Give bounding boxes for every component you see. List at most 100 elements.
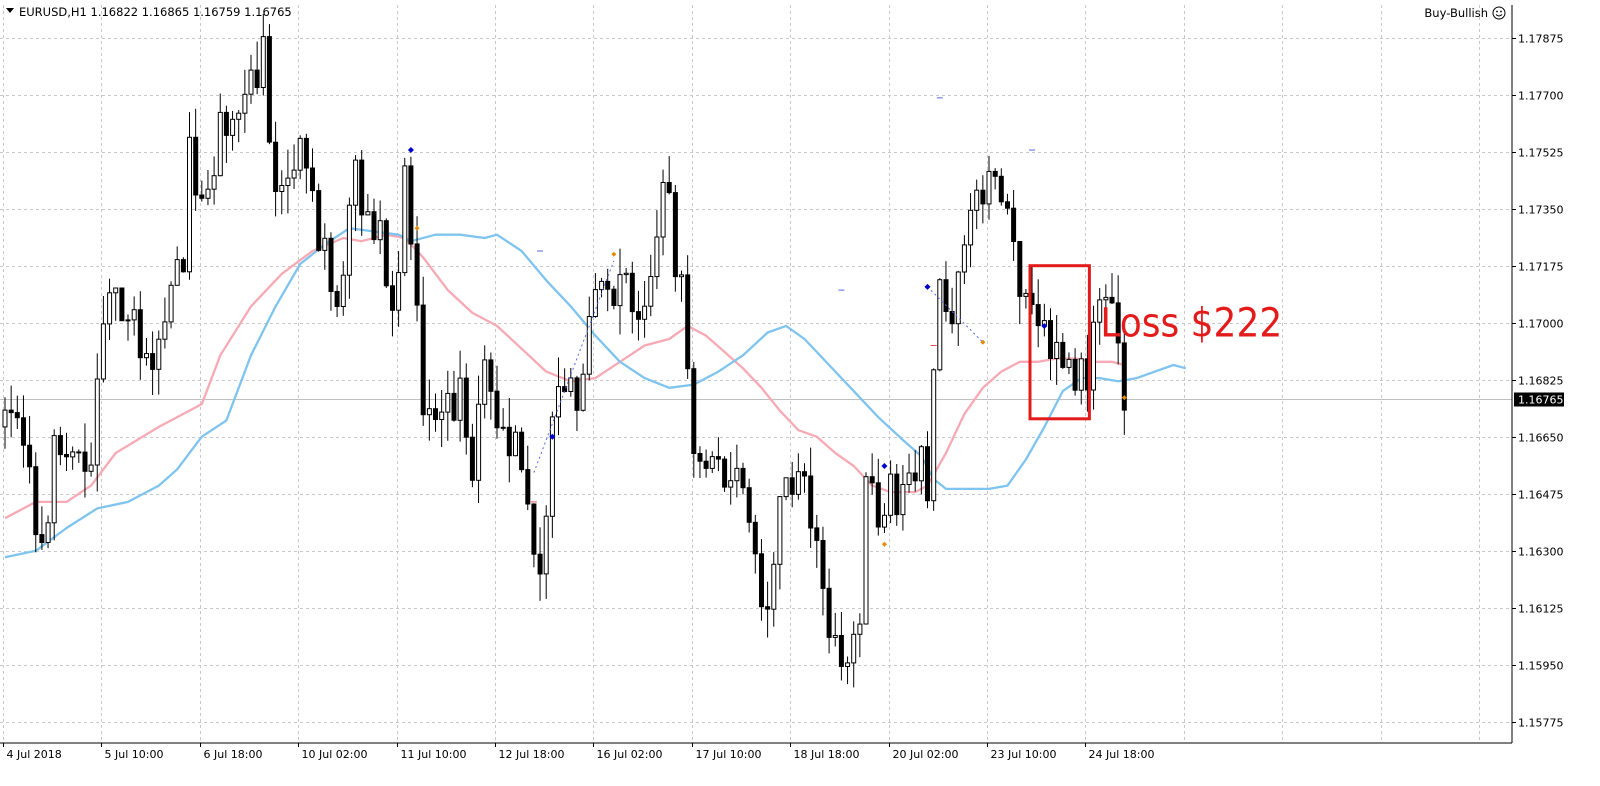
candle-body [906,472,912,485]
candle-body [334,291,340,307]
candle-body [346,204,352,276]
candle-body [599,280,605,291]
candle-body [1091,321,1096,391]
candle-body [875,482,881,528]
candle-body [297,137,303,171]
candle-body [715,456,721,460]
candle-body [39,534,45,543]
symbol-menu-icon[interactable] [6,8,14,13]
candle-body [722,458,728,488]
candle-body [488,359,494,392]
candle-body [1097,299,1103,323]
candle-body [396,272,402,311]
candle-body [322,237,328,251]
candle-body [685,274,691,370]
candle-body [64,454,69,458]
candle-body [119,287,125,322]
trade-signals [407,97,1127,547]
candle-body [230,118,236,136]
candle-body [457,377,463,421]
candle-body [211,175,217,190]
candle-body [469,436,475,481]
price-tick-label: 1.17525 [1518,147,1564,160]
candle-body [968,209,974,246]
candle-body [519,431,525,471]
candle-body [642,305,648,320]
time-tick-label: 10 Jul 02:00 [302,748,368,761]
time-tick-label: 5 Jul 10:00 [105,748,164,761]
candle-body [21,417,26,446]
candle-body [14,412,20,419]
candle-body [845,662,851,668]
smiley-icon [1492,6,1506,20]
candle-body [94,378,100,466]
candle-body [476,403,482,481]
time-axis: 4 Jul 2018 5 Jul 10:00 6 Jul 18:00 10 Jul 0… [3,743,1155,761]
candle-body [150,353,156,370]
candle-body [359,159,365,216]
candles [2,13,1127,688]
time-tick-label: 4 Jul 2018 [7,748,62,761]
candle-body [217,111,223,177]
candle-body [187,136,192,273]
exit-signal-marker [611,251,617,257]
candle-body [1054,341,1060,359]
candle-body [76,451,82,454]
candle-body [193,136,199,196]
candle-body [679,274,684,278]
candle-body [826,587,832,638]
candle-body [808,475,814,529]
exit-signal-marker [414,225,420,231]
candle-body [734,467,740,482]
candle-body [273,141,279,192]
candle-body [248,69,254,95]
candle-body [894,473,900,516]
candle-body [291,169,297,179]
candle-body [1121,342,1127,411]
candle-body [45,522,51,543]
candle-body [1103,296,1109,301]
candle-body [1066,358,1072,368]
candle-body [820,540,826,589]
candle-body [912,472,918,482]
candle-body [992,170,998,177]
candle-body [537,553,543,575]
candle-body [500,426,506,429]
candle-body [777,496,783,565]
candle-body [851,633,857,664]
candle-body [789,477,795,495]
price-tick-label: 1.15950 [1518,660,1564,673]
loss-highlight-box [1028,264,1091,421]
candle-body [666,182,672,194]
candle-body [1078,358,1084,391]
candle-body [802,471,807,477]
candle-body [482,359,488,405]
candle-body [617,274,623,307]
candle-body [180,259,186,273]
time-tick-label: 23 Jul 10:00 [991,748,1057,761]
exit-signal-marker [881,541,887,547]
candle-body [1017,241,1023,297]
candle-body [433,408,438,421]
time-tick-label: 24 Jul 18:00 [1089,748,1155,761]
candle-body [365,211,371,216]
candle-body [925,446,930,502]
candle-body [882,514,887,528]
candle-body [242,93,248,114]
candle-body [795,471,801,495]
candle-body [113,287,119,294]
moving-averages [4,227,1187,559]
candle-body [137,309,143,359]
time-tick-label: 17 Jul 10:00 [696,748,762,761]
price-tick-label: 1.16475 [1518,489,1564,502]
candle-body [660,182,666,238]
candle-body [131,309,137,321]
indicator-header[interactable]: Buy-Bullish [1424,6,1506,20]
candle-body [961,244,967,273]
candle-body [51,435,57,524]
candle-body [254,69,260,88]
indicator-name: Buy-Bullish [1424,6,1488,20]
candle-body [549,416,555,517]
